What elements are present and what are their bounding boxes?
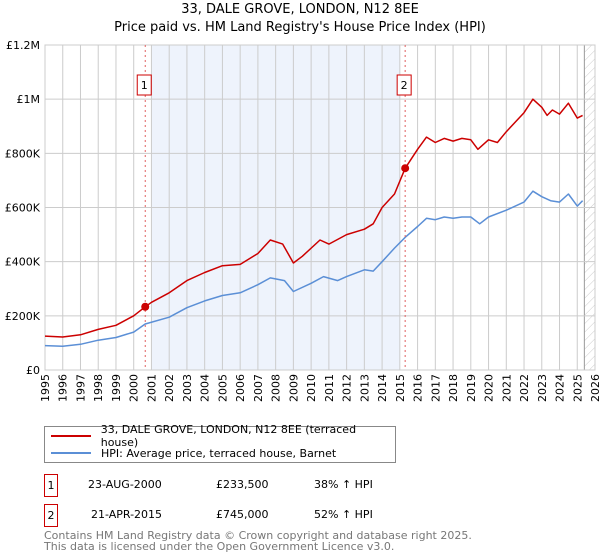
x-tick-label: 2018 <box>447 374 460 402</box>
x-tick-label: 2014 <box>376 374 389 402</box>
legend-item-hpi: HPI: Average price, terraced house, Barn… <box>51 445 336 461</box>
x-tick-label: 2000 <box>128 374 141 402</box>
series-line-hpi <box>44 190 584 347</box>
transaction-date: 23-AUG-2000 <box>88 478 162 491</box>
y-tick-label: £600K <box>5 202 41 215</box>
series-line-price <box>44 98 583 338</box>
transaction-price: £745,000 <box>216 508 269 521</box>
sale-label-box <box>136 74 152 96</box>
x-tick-label: 2009 <box>287 374 300 402</box>
x-tick-label: 2025 <box>571 374 584 402</box>
x-tick-label: 2015 <box>394 374 407 402</box>
x-tick-label: 1999 <box>110 374 123 402</box>
x-tick-label: 1995 <box>39 374 52 402</box>
x-tick-label: 2012 <box>341 374 354 402</box>
sale-point <box>401 164 410 173</box>
x-tick-label: 2004 <box>199 374 212 402</box>
x-tick-label: 2010 <box>305 374 318 402</box>
sale-label: 1 <box>141 79 148 92</box>
x-tick-label: 2003 <box>181 374 194 402</box>
y-tick-label: £400K <box>5 256 41 269</box>
x-tick-label: 2022 <box>518 374 531 402</box>
x-tick-label: 2001 <box>145 374 158 402</box>
x-tick-label: 1996 <box>57 374 70 402</box>
transaction-date: 21-APR-2015 <box>91 508 163 521</box>
transaction-hpi-delta: 52% ↑ HPI <box>314 508 373 521</box>
x-tick-label: 2013 <box>358 374 371 402</box>
x-tick-label: 2007 <box>252 374 265 402</box>
x-tick-label: 2016 <box>412 374 425 402</box>
x-tick-label: 2002 <box>163 374 176 402</box>
sale-point <box>141 302 150 311</box>
legend-swatch-price <box>51 435 91 437</box>
x-tick-label: 1998 <box>92 374 105 402</box>
x-tick-label: 2005 <box>216 374 229 402</box>
y-tick-label: £1.2M <box>6 39 40 52</box>
y-tick-label: £1M <box>17 93 41 106</box>
legend-label-hpi: HPI: Average price, terraced house, Barn… <box>101 446 337 460</box>
legend-label-price: 33, DALE GROVE, LONDON, N12 8EE (terrace… <box>100 423 357 449</box>
footer-copyright: Contains HM Land Registry data © Crown c… <box>44 529 472 542</box>
y-tick-label: £0 <box>26 364 40 377</box>
x-tick-label: 2026 <box>589 374 600 402</box>
sale-label-box <box>396 74 412 96</box>
plot-border <box>44 44 596 371</box>
x-tick-label: 2020 <box>483 374 496 402</box>
price-chart: 1 2 1995 1996 1997 1998 1999 2000 2001 2002 2003 2… <box>5 39 600 402</box>
x-tick-label: 2017 <box>429 374 442 402</box>
x-tick-label: 2023 <box>536 374 549 402</box>
sale-label: 2 <box>401 79 408 92</box>
chart-subtitle: Price paid vs. HM Land Registry's House … <box>114 20 486 35</box>
x-tick-label: 1997 <box>74 374 87 402</box>
legend-item-price: 33, DALE GROVE, LONDON, N12 8EE (terrace… <box>51 423 395 449</box>
chart-title: 33, DALE GROVE, LONDON, N12 8EE <box>181 2 419 17</box>
x-tick-label: 2006 <box>234 374 247 402</box>
x-tick-label: 2024 <box>554 374 567 402</box>
y-tick-label: £800K <box>5 147 41 160</box>
transaction-hpi-delta: 38% ↑ HPI <box>314 478 373 491</box>
x-tick-label: 2019 <box>465 374 478 402</box>
legend: 33, DALE GROVE, LONDON, N12 8EE (terrace… <box>44 423 396 463</box>
x-tick-label: 2011 <box>323 374 336 402</box>
legend-swatch-hpi <box>51 452 91 454</box>
transaction-price: £233,500 <box>216 478 269 491</box>
y-tick-label: £200K <box>5 310 41 323</box>
footer-licence: This data is licensed under the Open Gov… <box>44 540 395 553</box>
transaction-number-badge: 1 <box>44 474 58 497</box>
x-tick-label: 2021 <box>500 374 513 402</box>
x-tick-label: 2008 <box>270 374 283 402</box>
transaction-number-badge: 2 <box>44 504 58 527</box>
